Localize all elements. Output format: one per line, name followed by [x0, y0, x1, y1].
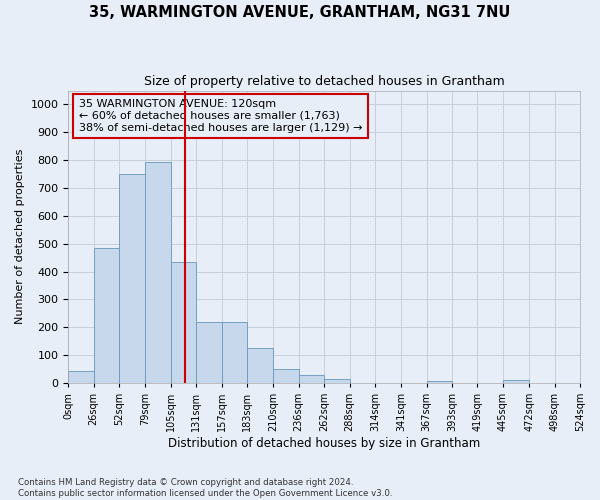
- Bar: [274, 369, 299, 383]
- Bar: [299, 375, 324, 383]
- Bar: [196, 322, 221, 383]
- Bar: [503, 380, 529, 383]
- Text: 35 WARMINGTON AVENUE: 120sqm
← 60% of detached houses are smaller (1,763)
38% of: 35 WARMINGTON AVENUE: 120sqm ← 60% of de…: [79, 100, 362, 132]
- Text: 35, WARMINGTON AVENUE, GRANTHAM, NG31 7NU: 35, WARMINGTON AVENUE, GRANTHAM, NG31 7N…: [89, 5, 511, 20]
- Bar: [247, 348, 274, 383]
- Text: Contains HM Land Registry data © Crown copyright and database right 2024.
Contai: Contains HM Land Registry data © Crown c…: [18, 478, 392, 498]
- Y-axis label: Number of detached properties: Number of detached properties: [15, 149, 25, 324]
- Bar: [119, 174, 145, 383]
- X-axis label: Distribution of detached houses by size in Grantham: Distribution of detached houses by size …: [168, 437, 480, 450]
- Bar: [427, 381, 452, 383]
- Bar: [171, 262, 196, 383]
- Bar: [324, 379, 350, 383]
- Bar: [221, 322, 247, 383]
- Bar: [145, 162, 171, 383]
- Title: Size of property relative to detached houses in Grantham: Size of property relative to detached ho…: [144, 75, 505, 88]
- Bar: [94, 248, 119, 383]
- Bar: [68, 372, 94, 383]
